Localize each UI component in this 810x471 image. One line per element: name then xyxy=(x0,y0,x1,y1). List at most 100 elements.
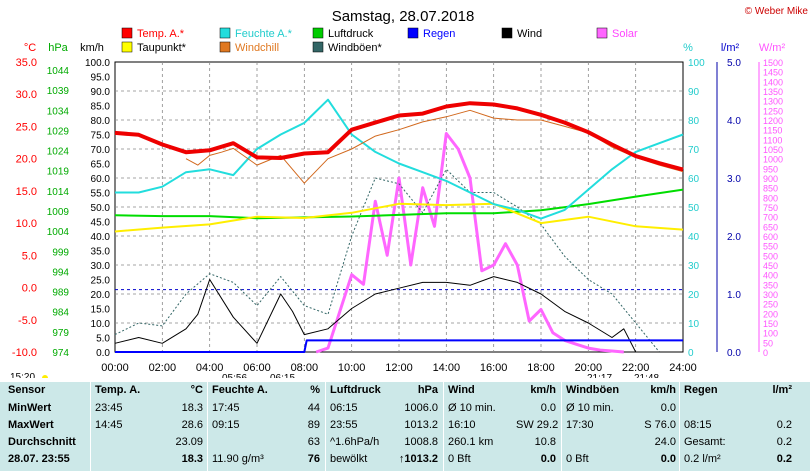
series-taupunkt-line xyxy=(114,202,684,233)
legend-label: Solar xyxy=(612,28,638,40)
solar-tick: 1350 xyxy=(763,87,783,97)
x-tick: 16:00 xyxy=(480,362,508,374)
table-cell: °C xyxy=(190,384,203,396)
pressure-tick: 984 xyxy=(52,308,69,319)
table-cell: 18.3 xyxy=(181,453,203,465)
wind-unit-label: km/h xyxy=(80,42,104,54)
rain-tick: 0.0 xyxy=(727,348,741,359)
table-cell: 23:55 xyxy=(330,419,358,431)
table-cell: 89 xyxy=(307,419,320,431)
series-wind-line xyxy=(114,276,683,353)
series-solar-line xyxy=(315,132,624,354)
pressure-tick: 979 xyxy=(52,328,69,339)
temp-tick: -5.0 xyxy=(18,315,37,327)
table-cell: 0.2 xyxy=(776,419,792,431)
table-cell: 23.09 xyxy=(175,436,203,448)
table-cell: 17:45 xyxy=(212,402,240,414)
solar-tick: 850 xyxy=(763,184,778,194)
table-cell: % xyxy=(310,384,320,396)
x-tick: 24:00 xyxy=(669,362,697,374)
table-cell: 0.0 xyxy=(540,402,556,414)
pressure-tick: 974 xyxy=(52,348,69,359)
legend-label: Windböen* xyxy=(328,42,383,54)
table-cell: ↑1013.2 xyxy=(398,453,438,465)
solar-tick: 450 xyxy=(763,261,778,271)
humidity-tick: 100 xyxy=(688,58,705,69)
pressure-tick: 1004 xyxy=(47,227,70,238)
pressure-tick: 989 xyxy=(52,288,69,299)
wind-tick: 50.0 xyxy=(91,203,111,214)
legend-swatch xyxy=(407,27,419,39)
table-cell: 1008.8 xyxy=(404,436,438,448)
stats-table: Sensor Temp. A. °C Feuchte A.% Luftdruck hPa W… xyxy=(0,382,810,471)
table-cell: km/h xyxy=(530,384,556,396)
humidity-tick: 70 xyxy=(688,145,700,156)
pressure-tick: 1019 xyxy=(47,167,70,178)
table-cell: 0.2 xyxy=(776,453,792,465)
sun-moon-markers: 15:20 05:56 06:15 21:17 21:48 xyxy=(10,372,659,378)
table-cell: hPa xyxy=(417,384,438,396)
x-tick: 14:00 xyxy=(433,362,461,374)
legend-swatch xyxy=(121,41,133,53)
pressure-unit-label: hPa xyxy=(48,42,68,54)
temp-tick: 20.0 xyxy=(16,154,37,166)
legend-label: Feuchte A.* xyxy=(235,28,293,40)
humidity-tick: 0 xyxy=(688,348,694,359)
pressure-tick: 1044 xyxy=(47,66,70,77)
moonrise-label: 06:15 xyxy=(270,373,295,378)
x-tick: 08:00 xyxy=(291,362,319,374)
legend-swatch xyxy=(219,41,231,53)
x-tick: 06:00 xyxy=(243,362,271,374)
wind-tick: 90.0 xyxy=(91,87,111,98)
solar-tick: 250 xyxy=(763,300,778,310)
sunset-label: 21:17 xyxy=(587,373,612,378)
rain-tick: 2.0 xyxy=(727,232,741,243)
pressure-tick: 1014 xyxy=(47,187,70,198)
x-tick: 10:00 xyxy=(338,362,366,374)
rain-tick: 4.0 xyxy=(727,116,741,127)
table-cell: 17:30 xyxy=(566,419,594,431)
time-label: 15:20 xyxy=(10,372,35,378)
pressure-tick: 1034 xyxy=(47,106,70,117)
grid xyxy=(114,61,684,353)
solar-unit-label: W/m² xyxy=(759,42,786,54)
table-cell: 0.0 xyxy=(660,453,676,465)
series-windben-line xyxy=(114,168,683,353)
column-separator xyxy=(679,382,680,471)
temp-tick: 5.0 xyxy=(22,250,37,262)
table-cell: Feuchte A. xyxy=(212,384,268,396)
table-cell: l/m² xyxy=(772,384,792,396)
solar-tick: 800 xyxy=(763,193,778,203)
humidity-tick: 30 xyxy=(688,261,700,272)
table-cell: Ø 10 min. xyxy=(448,402,496,414)
solar-tick: 1500 xyxy=(763,58,783,68)
wind-tick: 70.0 xyxy=(91,145,111,156)
wind-tick: 75.0 xyxy=(91,131,111,142)
wind-tick: 45.0 xyxy=(91,218,111,229)
column-separator xyxy=(207,382,208,471)
solar-tick: 1300 xyxy=(763,97,783,107)
table-cell: km/h xyxy=(650,384,676,396)
solar-tick: 600 xyxy=(763,232,778,242)
pressure-tick: 994 xyxy=(52,267,69,278)
pressure-tick: 1024 xyxy=(47,147,70,158)
x-tick: 20:00 xyxy=(575,362,603,374)
wind-tick: 5.0 xyxy=(96,334,110,345)
table-cell: Temp. A. xyxy=(95,384,141,396)
temp-tick: 0.0 xyxy=(22,283,37,295)
solar-tick: 750 xyxy=(763,203,778,213)
table-row: Durchschnitt 23.09 63 ^1.6hPa/h 1008.8 260.1 … xyxy=(0,434,810,451)
right-axes: 10090807060504030201005.04.03.02.01.00.0… xyxy=(688,58,783,359)
table-cell: 0 Bft xyxy=(566,453,589,465)
table-cell: 0.2 l/m² xyxy=(684,453,721,465)
temp-tick: 30.0 xyxy=(16,89,37,101)
solar-tick: 1400 xyxy=(763,77,783,87)
table-cell: Sensor xyxy=(8,384,46,396)
humidity-tick: 60 xyxy=(688,174,700,185)
temp-tick: 15.0 xyxy=(16,186,37,198)
table-cell: 44 xyxy=(307,402,320,414)
series-feuchtea-line xyxy=(115,98,684,220)
table-cell: bewölkt xyxy=(330,453,368,465)
series-regen-line xyxy=(115,339,683,353)
wind-tick: 80.0 xyxy=(91,116,111,127)
